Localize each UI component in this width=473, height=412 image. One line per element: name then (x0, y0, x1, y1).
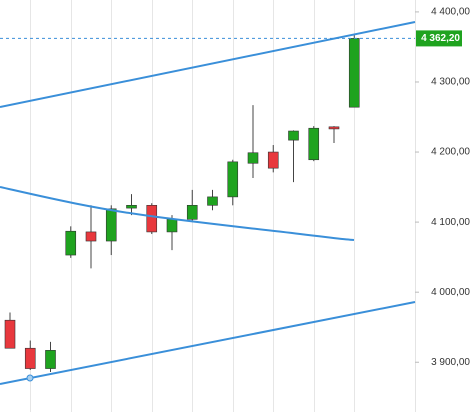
candle-body (65, 230, 77, 256)
candle-body (4, 319, 16, 349)
candles (4, 35, 360, 373)
channel-upper (0, 21, 416, 108)
candle-body (247, 152, 259, 164)
y-tick-label: 4 300,00 (431, 77, 470, 88)
candle-body (126, 204, 137, 209)
anchor-point (26, 374, 34, 382)
candle-body (267, 151, 279, 169)
last-price-label: 4 362,20 (421, 33, 460, 44)
y-tick-label: 4 200,00 (431, 147, 470, 158)
candle-body (105, 208, 117, 242)
candle-body (207, 196, 218, 206)
candle-body (348, 38, 360, 108)
candle-body (146, 204, 158, 233)
last-price-box (416, 30, 462, 47)
y-tick-label: 4 400,00 (431, 7, 470, 18)
candle-body (85, 231, 97, 242)
moving-average (0, 186, 355, 241)
candle-body (308, 127, 320, 161)
candle-body (227, 161, 239, 198)
y-tick-label: 4 000,00 (431, 287, 470, 298)
candle-body (328, 126, 340, 130)
y-tick-label: 3 900,00 (431, 357, 470, 368)
channel-lower (0, 301, 416, 385)
y-tick-label: 4 100,00 (431, 217, 470, 228)
candle-body (45, 350, 56, 369)
candle-body (166, 219, 178, 233)
candle-body (288, 130, 299, 141)
candle-body (186, 204, 198, 220)
y-axis: 3 900,00 4 000,00 4 100,00 4 200,00 4 300,00… (415, 7, 470, 368)
candle-body (24, 347, 36, 369)
